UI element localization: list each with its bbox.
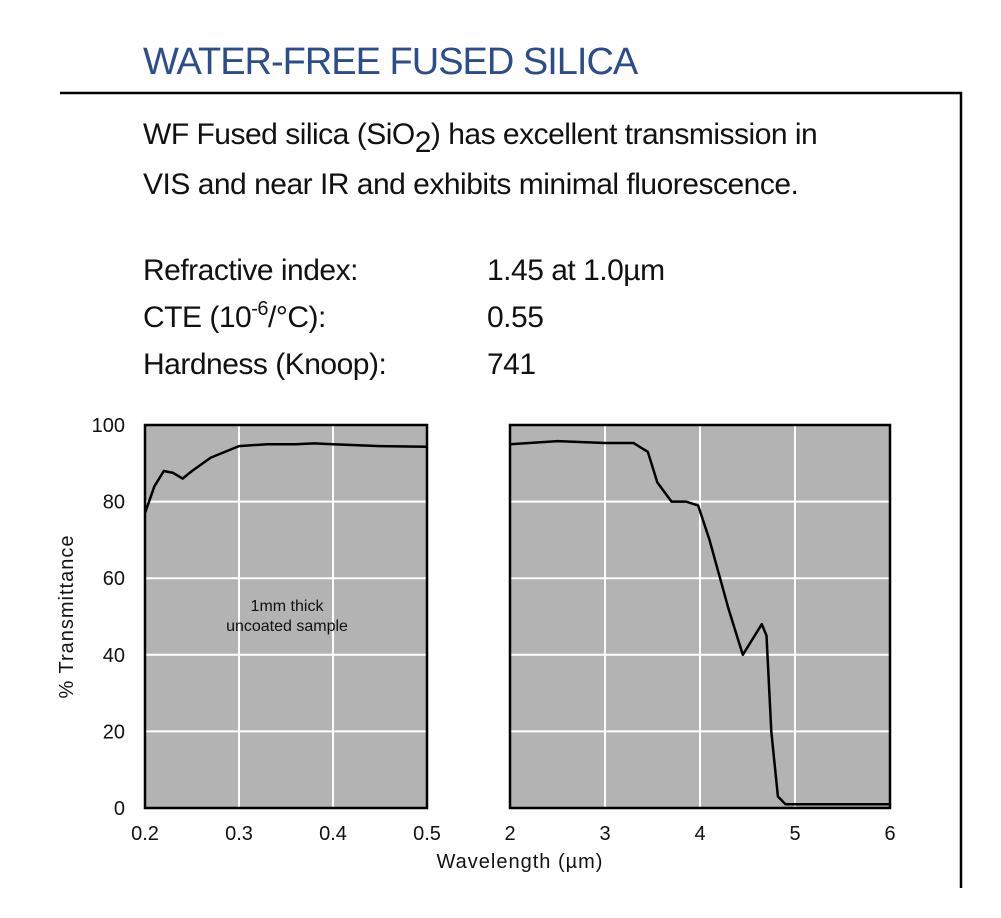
y-tick-label: 100 [92,415,125,437]
property-value: 0.55 [487,301,543,334]
superscript: -6 [251,298,268,320]
y-tick-label: 0 [114,798,125,820]
x-tick-label: 0.2 [131,823,159,845]
x-tick-label: 4 [694,823,705,845]
text: Hardness (Knoop): [143,348,386,381]
text: Refractive index: [143,254,358,287]
plot-area [145,425,427,808]
text: CTE (10 [143,301,251,334]
y-axis-label: % Transmittance [56,535,78,699]
data-line [143,442,428,514]
page-title: WATER-FREE FUSED SILICA [143,41,639,83]
property-label: Refractive index: [143,254,358,287]
x-tick-label: 0.3 [225,823,253,845]
y-tick-label: 20 [103,721,125,743]
x-tick-label: 3 [599,823,610,845]
description: WF Fused silica (SiO2) has excellent tra… [143,118,817,159]
text: ) has excellent transmission in [431,118,817,151]
x-tick-label: 6 [884,823,895,845]
data-line [509,439,890,806]
y-tick-label: 80 [103,492,125,514]
y-tick-label: 60 [103,568,125,590]
subscript: 2 [415,126,431,159]
plot-frame [143,423,429,810]
y-tick-label: 40 [103,645,125,667]
property-value: 741 [487,348,536,381]
charts: 0.2 0.3 0.4 0.5 0 20 40 60 80 100 1mm thick uncoate… [56,415,896,873]
property-label: Hardness (Knoop): [143,348,386,381]
properties: Refractive index: 1.45 at 1.0µm CTE (10-6/… [143,254,665,381]
text: WF Fused silica (SiO [143,118,415,151]
x-tick-label: 2 [504,823,515,845]
x-tick-label: 0.4 [319,823,347,845]
text: /°C): [268,301,326,334]
annotation: 1mm thick [251,598,325,615]
x-tick-label: 5 [789,823,800,845]
property-value: 1.45 at 1.0µm [487,254,665,287]
property-label: CTE (10-6/°C): [143,298,326,334]
x-tick-label: 0.5 [413,823,441,845]
description: VIS and near IR and exhibits minimal flu… [143,168,798,201]
plot-frame [508,423,892,810]
annotation: uncoated sample [226,618,348,635]
x-axis-label: Wavelength (µm) [437,851,604,873]
